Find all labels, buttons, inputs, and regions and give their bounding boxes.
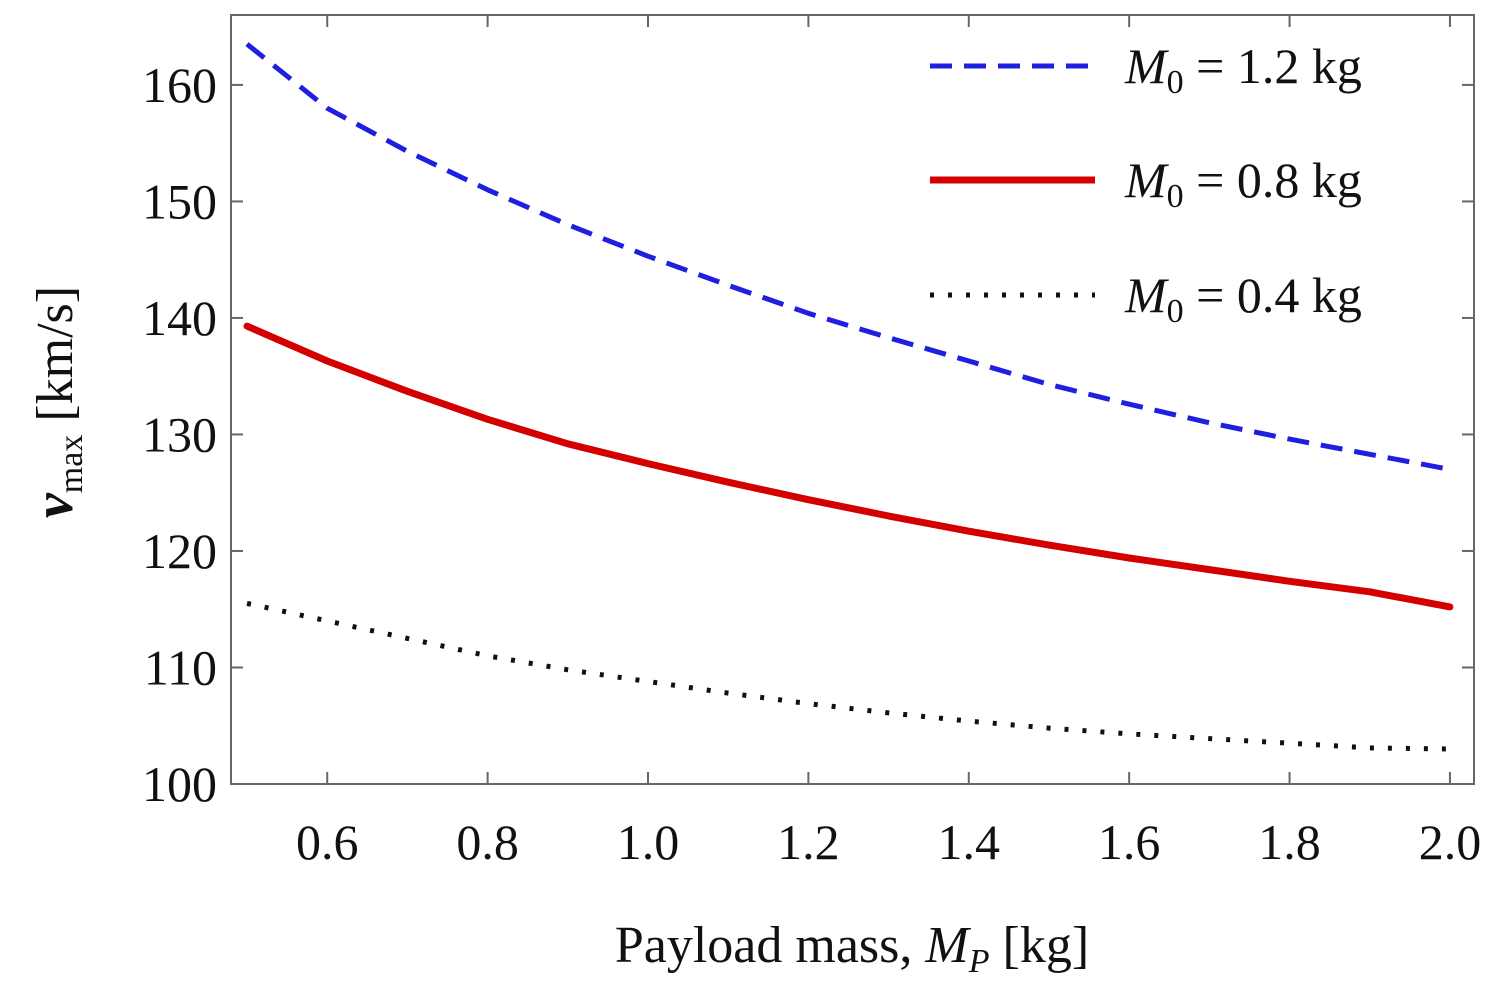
y-axis-label-subscript: max (53, 435, 90, 494)
x-axis-label-unit: [kg] (990, 917, 1090, 974)
y-tick-label: 160 (142, 57, 217, 113)
series-line-3 (246, 600, 1450, 752)
y-tick-label: 150 (142, 173, 217, 229)
y-axis-label-group: vmax [km/s] (23, 286, 90, 518)
y-tick-label: 110 (144, 639, 217, 695)
x-axis-label: Payload mass, MP [kg] (615, 917, 1089, 980)
legend-label-1: M0 = 1.2 kg (1124, 38, 1362, 101)
x-tick-label: 1.6 (1098, 814, 1161, 870)
series-line-2 (243, 322, 1454, 611)
x-axis-label-subscript: P (968, 943, 990, 980)
y-tick-label: 140 (142, 290, 217, 346)
y-axis-label-symbol: v (23, 492, 85, 518)
y-tick-label: 130 (142, 406, 217, 462)
x-tick-label: 1.4 (938, 814, 1001, 870)
series-group (243, 42, 1454, 752)
legend-label-3: M0 = 0.4 kg (1124, 267, 1362, 330)
x-tick-label: 1.2 (777, 814, 840, 870)
x-axis-label-main: Payload mass, (615, 917, 926, 974)
series-line-1 (245, 42, 1451, 472)
y-tick-label: 100 (142, 756, 217, 812)
tick-group: 100 110 120 130 140 150 160 0.6 0.8 1.0 1.2 1.4 1.6 1… (142, 15, 1481, 870)
legend-label-2: M0 = 0.8 kg (1124, 152, 1362, 215)
y-axis-label-unit: [km/s] (27, 286, 84, 435)
plot-frame (230, 14, 1475, 785)
y-tick-label: 120 (142, 523, 217, 579)
x-tick-label: 1.8 (1258, 814, 1321, 870)
x-tick-label: 1.0 (617, 814, 680, 870)
x-tick-label: 0.6 (296, 814, 359, 870)
x-axis-label-symbol: M (924, 917, 971, 974)
x-tick-label: 2.0 (1419, 814, 1482, 870)
y-axis-label: vmax [km/s] (23, 286, 90, 518)
x-tick-label: 0.8 (456, 814, 519, 870)
legend: M0 = 1.2 kg M0 = 0.8 kg M0 = 0.4 kg (930, 38, 1362, 330)
